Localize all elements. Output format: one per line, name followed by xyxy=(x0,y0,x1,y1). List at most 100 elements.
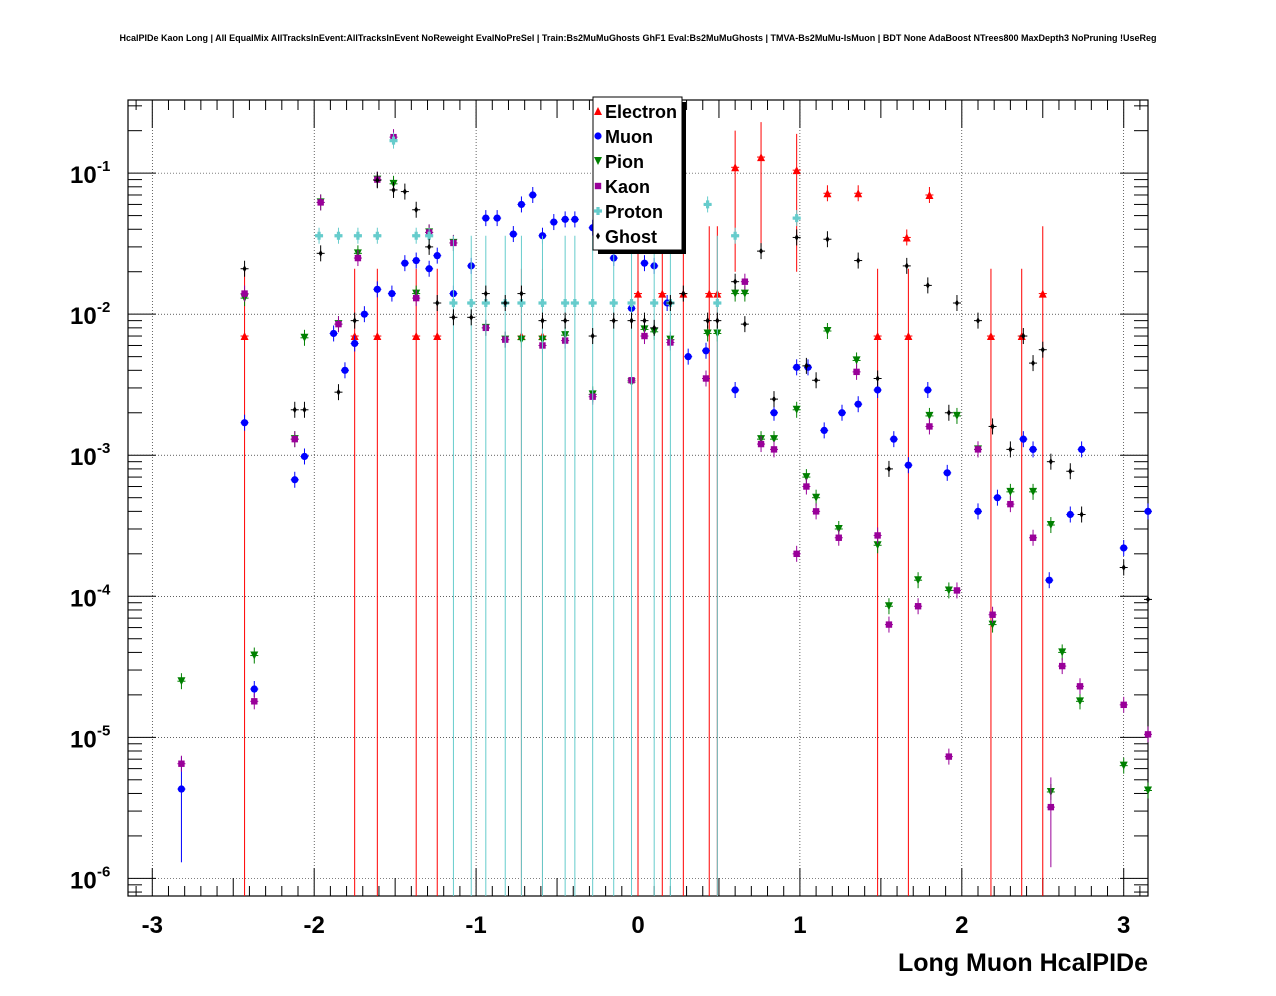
data-point xyxy=(317,199,324,206)
data-point xyxy=(352,317,357,325)
data-point xyxy=(792,214,801,223)
data-point xyxy=(802,473,811,482)
legend: Electron Muon Pion Kaon Proton Ghost xyxy=(592,96,686,254)
data-point xyxy=(177,785,186,793)
data-point xyxy=(853,368,860,376)
data-point xyxy=(503,299,508,307)
data-point xyxy=(240,419,249,427)
data-point xyxy=(330,329,338,338)
data-point xyxy=(1066,510,1074,519)
data-point xyxy=(684,353,692,361)
legend-label-pion: Pion xyxy=(605,152,644,172)
data-point xyxy=(1046,521,1055,530)
data-point xyxy=(890,435,898,443)
data-point xyxy=(914,576,923,585)
legend-marker-ghost xyxy=(596,232,600,240)
y-tick-exponent: -3 xyxy=(97,440,110,457)
series-ghost xyxy=(240,172,1152,608)
data-point xyxy=(705,317,710,325)
data-point xyxy=(925,411,934,420)
data-point xyxy=(412,256,420,265)
data-point xyxy=(974,446,982,453)
y-tick-label: 10 xyxy=(70,444,97,471)
data-point xyxy=(1079,511,1084,519)
y-tick-exponent: -6 xyxy=(97,863,110,880)
data-point xyxy=(373,332,382,341)
data-point xyxy=(702,347,710,355)
legend-label-proton: Proton xyxy=(605,202,663,222)
series-pion xyxy=(177,171,1152,800)
data-point xyxy=(652,324,657,332)
data-point xyxy=(772,395,776,403)
data-point xyxy=(944,586,953,595)
data-point xyxy=(731,386,739,394)
data-point xyxy=(561,215,569,223)
data-point xyxy=(993,494,1002,502)
data-point xyxy=(658,289,667,298)
data-point xyxy=(943,469,951,477)
data-point xyxy=(482,214,490,222)
data-point xyxy=(792,405,801,414)
x-axis-title: Long Muon HcalPIDe xyxy=(898,949,1148,977)
data-point xyxy=(493,214,501,222)
data-point xyxy=(292,406,297,414)
data-point xyxy=(904,332,913,341)
data-point xyxy=(854,400,862,408)
data-point xyxy=(731,231,740,240)
data-point xyxy=(177,677,186,686)
data-point xyxy=(952,411,961,420)
data-point xyxy=(874,532,881,539)
data-point xyxy=(334,231,343,240)
data-point xyxy=(519,290,524,298)
data-point xyxy=(731,163,740,172)
data-point xyxy=(389,136,398,145)
data-point xyxy=(588,299,597,308)
data-point xyxy=(341,366,349,374)
data-point xyxy=(425,265,433,273)
x-tick-label: -2 xyxy=(304,912,325,939)
data-point xyxy=(974,507,982,515)
data-point xyxy=(904,461,912,469)
data-point xyxy=(925,190,934,199)
data-point xyxy=(902,233,911,242)
data-point xyxy=(300,333,309,342)
data-point xyxy=(834,524,843,533)
data-point xyxy=(427,243,432,251)
data-point xyxy=(517,299,526,308)
y-tick-exponent: -4 xyxy=(97,581,111,598)
data-point xyxy=(540,317,545,325)
data-point xyxy=(650,299,659,308)
data-point xyxy=(401,259,409,267)
data-point xyxy=(1031,359,1036,367)
data-point xyxy=(561,299,570,308)
data-point xyxy=(703,200,712,209)
legend-label-muon: Muon xyxy=(605,127,653,147)
data-point xyxy=(570,299,579,308)
data-point xyxy=(856,257,861,265)
data-point xyxy=(1146,595,1150,603)
y-tick-label: 10 xyxy=(70,726,97,753)
data-point xyxy=(874,386,882,394)
data-point xyxy=(884,602,893,611)
data-point xyxy=(251,698,258,705)
data-point xyxy=(989,611,996,618)
data-point xyxy=(740,289,749,298)
data-point xyxy=(425,231,434,240)
data-point xyxy=(242,265,247,273)
data-point xyxy=(627,299,636,308)
data-point xyxy=(731,289,740,298)
data-point xyxy=(611,317,616,325)
series-muon xyxy=(177,186,1152,863)
data-point xyxy=(433,332,442,341)
data-point xyxy=(953,587,961,594)
legend-marker-muon xyxy=(594,132,602,140)
data-point xyxy=(318,249,323,257)
data-point xyxy=(414,206,419,214)
data-point xyxy=(469,313,474,321)
data-point xyxy=(757,440,765,448)
data-point xyxy=(1068,467,1073,475)
data-point xyxy=(838,409,846,417)
data-point xyxy=(291,476,299,484)
data-point xyxy=(793,550,800,558)
data-point xyxy=(1078,445,1086,453)
